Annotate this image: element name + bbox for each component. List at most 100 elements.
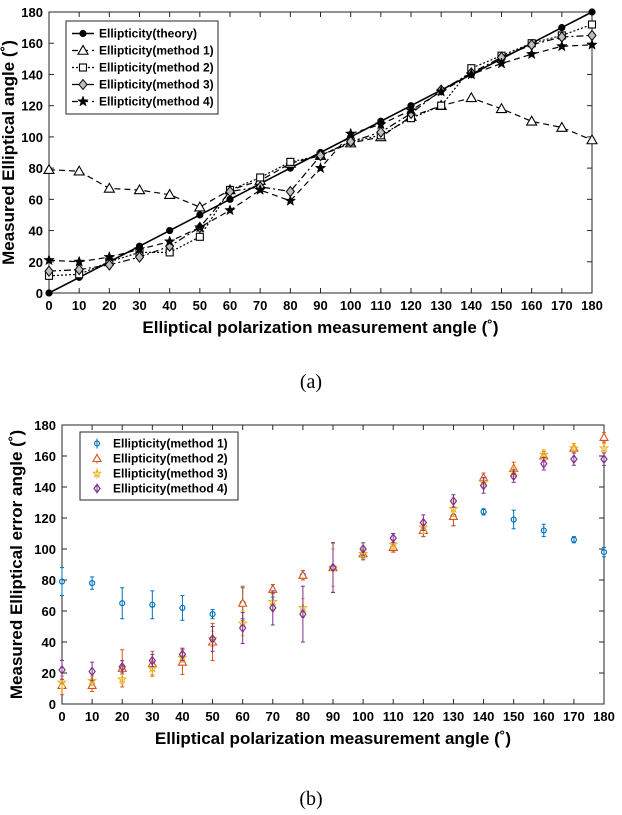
data-point [195, 232, 204, 241]
legend-marker [93, 440, 101, 447]
y-tick-label: 120 [34, 511, 56, 526]
data-point [254, 183, 267, 196]
data-point [237, 598, 248, 607]
legend-label: Ellipticity(method 3) [113, 467, 228, 481]
x-tick-label: 180 [593, 709, 615, 724]
y-tick-label: 60 [42, 604, 56, 619]
legend-label: Ellipticity(method 4) [99, 95, 214, 109]
x-tick-label: 0 [45, 298, 52, 313]
legend-box [65, 20, 219, 115]
data-point [509, 471, 518, 482]
data-point [193, 221, 206, 233]
panel-label-a: (a) [300, 371, 322, 393]
x-tick-label: 130 [430, 298, 452, 313]
x-tick-label: 110 [370, 298, 391, 313]
series-5 [43, 38, 598, 267]
legend-marker [77, 95, 89, 107]
y-tick-label: 20 [29, 255, 43, 270]
data-point [449, 495, 458, 506]
x-tick-label: 10 [85, 709, 99, 724]
data-point [103, 250, 116, 263]
y-tick-label: 0 [36, 286, 43, 301]
data-point [117, 673, 128, 684]
data-point [598, 442, 610, 453]
x-tick-label: 90 [326, 709, 340, 724]
data-point [374, 118, 387, 130]
data-point [88, 666, 96, 677]
data-point [286, 157, 295, 166]
y-tick-label: 160 [21, 36, 43, 51]
x-tick-label: 130 [443, 709, 465, 724]
data-point [134, 251, 145, 263]
x-tick-label: 100 [340, 298, 362, 313]
legend-marker [79, 29, 87, 38]
y-tick-label: 120 [21, 99, 43, 114]
x-tick-label: 160 [533, 709, 555, 724]
data-point [568, 442, 580, 453]
data-point [73, 255, 86, 267]
data-point [538, 448, 549, 459]
data-point [74, 263, 84, 276]
data-point [346, 135, 356, 148]
legend-marker [93, 483, 101, 494]
legend: Ellipticity(theory) Ellipticity(method 1)… [65, 20, 219, 115]
data-point [315, 149, 326, 162]
data-point [540, 527, 547, 534]
y-tick-label: 40 [29, 224, 43, 239]
x-tick-label: 40 [175, 709, 189, 724]
x-tick-label: 60 [223, 298, 237, 313]
x-tick-label: 140 [473, 709, 495, 724]
legend-box [79, 431, 239, 501]
y-tick-label: 180 [34, 418, 56, 433]
data-point [238, 623, 247, 634]
data-point [448, 503, 459, 514]
data-point [89, 580, 96, 587]
data-point [166, 226, 174, 235]
data-point [600, 454, 608, 465]
panel-label-b: (b) [299, 788, 322, 810]
data-point [209, 611, 216, 618]
data-point [43, 163, 55, 174]
chart-a: 0 10 20 30 40 50 60 70 80 90 100 110 120 130 140 150 160… [0, 5, 603, 337]
data-point [419, 517, 428, 528]
data-point [56, 676, 68, 687]
series-4 [58, 452, 608, 682]
y-tick-label: 160 [34, 449, 56, 464]
data-point [86, 675, 98, 686]
data-point [133, 183, 146, 195]
x-tick-label: 10 [72, 298, 86, 313]
data-point [587, 20, 597, 29]
data-point [103, 182, 116, 193]
y-tick-label: 80 [42, 573, 56, 588]
x-tick-label: 0 [58, 709, 65, 724]
x-tick-label: 70 [266, 709, 280, 724]
data-point [196, 211, 204, 219]
x-tick-label: 60 [235, 709, 249, 724]
x-tick-label: 150 [491, 298, 513, 313]
data-point [43, 253, 55, 266]
data-point [225, 185, 235, 198]
data-point [178, 649, 187, 660]
y-axis-title: Measured Elliptical angle (˚) [0, 40, 18, 265]
data-point [179, 604, 186, 611]
data-point [555, 40, 568, 52]
data-point [586, 38, 598, 50]
legend-label: Ellipticity(method 1) [99, 44, 214, 58]
x-tick-label: 20 [102, 298, 116, 313]
data-point [540, 458, 548, 469]
data-point [256, 173, 265, 182]
x-tick-label: 120 [412, 709, 434, 724]
data-point [555, 121, 568, 132]
x-tick-label: 100 [352, 709, 374, 724]
y-tick-label: 180 [21, 5, 43, 20]
data-point [435, 85, 448, 97]
data-point [224, 204, 236, 216]
data-point [388, 539, 399, 549]
data-point [104, 259, 114, 271]
data-point [525, 47, 538, 60]
x-tick-label: 80 [283, 298, 297, 313]
data-point [359, 544, 367, 554]
y-tick-label: 140 [21, 67, 43, 82]
data-point [329, 562, 337, 573]
legend-marker [78, 63, 88, 72]
